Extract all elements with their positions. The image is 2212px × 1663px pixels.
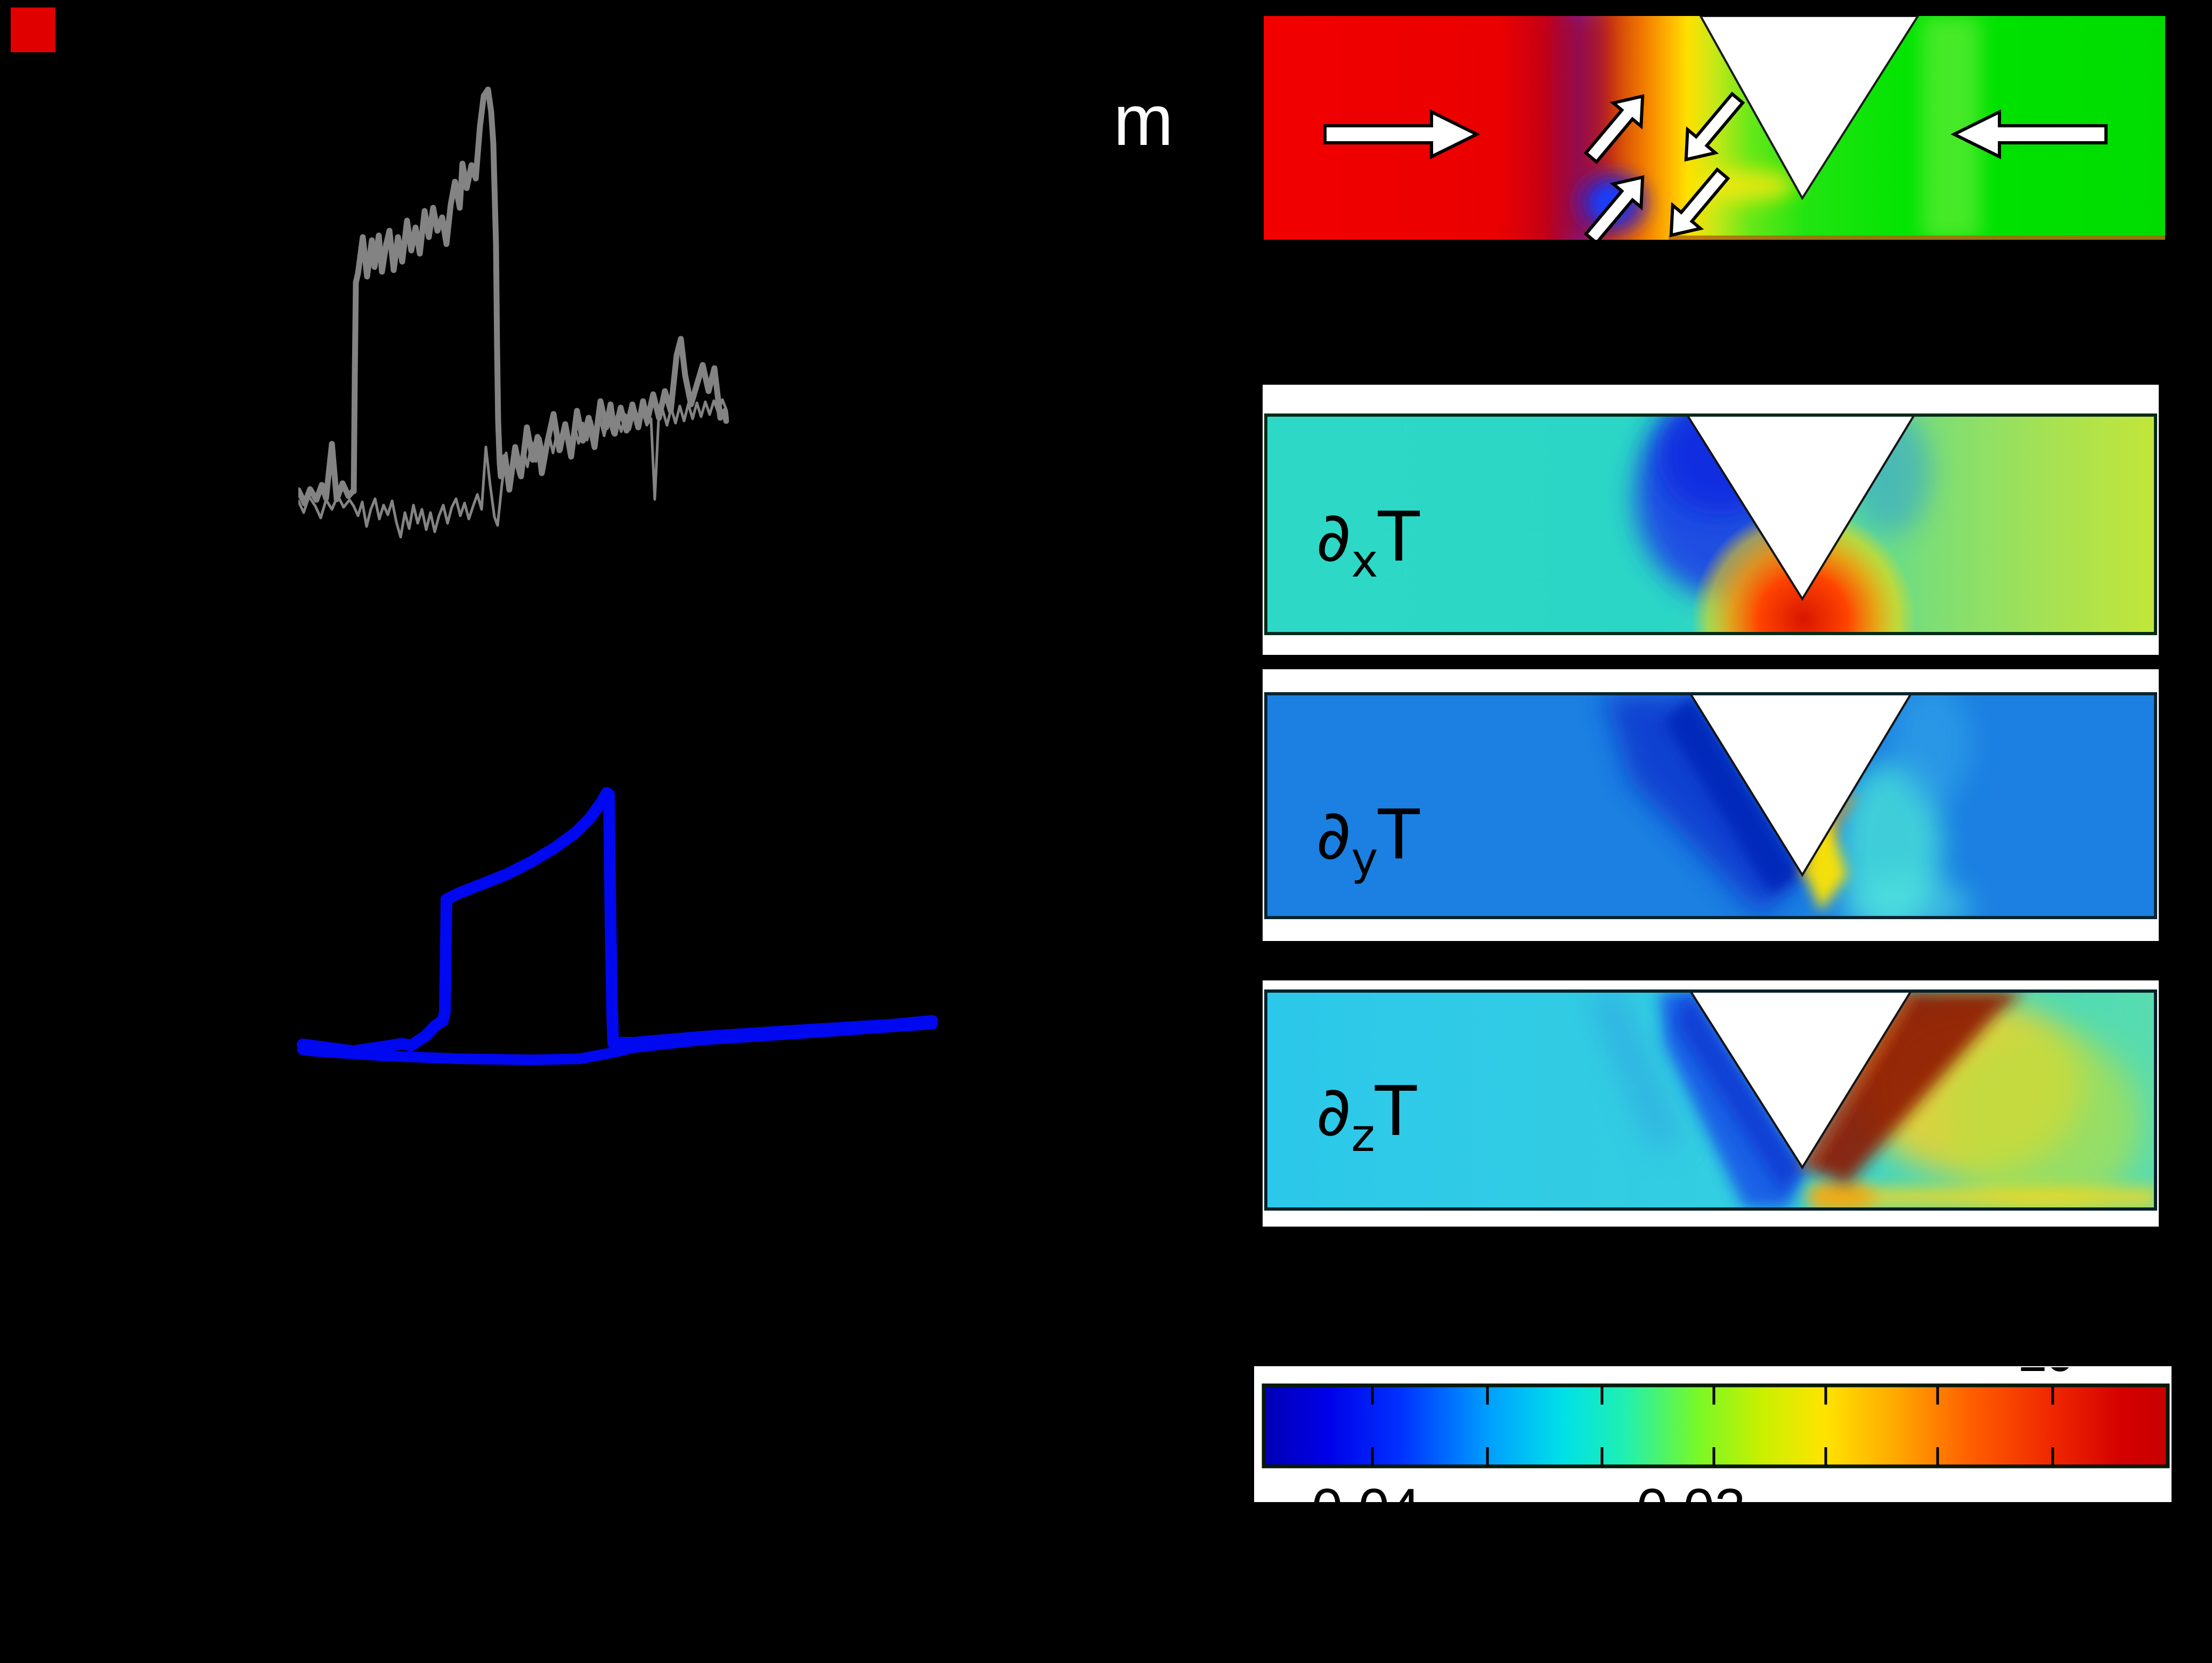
dyT-navy-core xyxy=(1665,694,1802,895)
colorbar-bar xyxy=(1262,1383,2170,1469)
colorbar-ticklabel-fragment: 0.04 xyxy=(1312,1481,1445,1502)
dxT-panel: ∂xT xyxy=(1263,385,2159,655)
dzT-maroon-band xyxy=(1806,991,2024,1184)
arrow-right-icon xyxy=(1323,109,1481,159)
dyT-lightblue-upper xyxy=(1891,694,1971,805)
colorbar-exponent-fragment: ×10 xyxy=(1988,1367,2116,1376)
m-arrows xyxy=(1323,91,2108,240)
colorbar xyxy=(1262,1383,2170,1469)
dzT-panel: ∂zT xyxy=(1263,980,2159,1227)
arrow-left-icon xyxy=(1950,109,2108,159)
baseline-trace xyxy=(298,398,728,539)
dzT-blue-streak xyxy=(1591,991,1680,1151)
pulse-trace xyxy=(298,86,729,507)
dzT-notch xyxy=(1689,991,1913,1170)
arrow-up-right-icon xyxy=(1583,94,1645,165)
colorbar-ticklabel-fragment: 0.02 xyxy=(1637,1481,1770,1502)
dyT-label: ∂yT xyxy=(1316,796,1420,886)
m-notch xyxy=(1699,16,1920,200)
pulse-trace xyxy=(297,787,938,1057)
dzT-navy-core xyxy=(1676,991,1802,1194)
dyT-panel: ∂yT xyxy=(1263,669,2159,941)
colorbar-ticks xyxy=(1371,1386,2054,1465)
arrow-down-left-icon xyxy=(1684,91,1745,162)
dxT-border xyxy=(1264,413,2157,635)
gray-signal-chart xyxy=(298,86,729,539)
dyT-border xyxy=(1264,692,2157,919)
red-marker-square xyxy=(11,7,55,52)
dzT-label: ∂zT xyxy=(1316,1072,1417,1162)
baseline-trace xyxy=(297,1019,938,1065)
dzT-yellowgreen-region xyxy=(1945,1028,2142,1209)
dyT-yellow-streak xyxy=(1804,800,1848,912)
magnetization-map-panel xyxy=(1264,16,2165,240)
arrow-up-right-icon xyxy=(1583,175,1645,240)
m-bottom-edge-line xyxy=(1669,236,2165,240)
arrow-down-left-icon xyxy=(1669,167,1730,238)
dyT-cyan-bottom xyxy=(1838,874,1971,918)
dxT-notch xyxy=(1686,415,1916,601)
dxT-label: ∂xT xyxy=(1316,498,1420,588)
dyT-notch xyxy=(1689,694,1913,877)
blue-pulse-chart xyxy=(297,787,938,1065)
dzT-bottom-orange-blob xyxy=(1806,1181,1875,1209)
dzT-border xyxy=(1264,989,2157,1211)
m-panel-label: m xyxy=(1113,80,1174,160)
